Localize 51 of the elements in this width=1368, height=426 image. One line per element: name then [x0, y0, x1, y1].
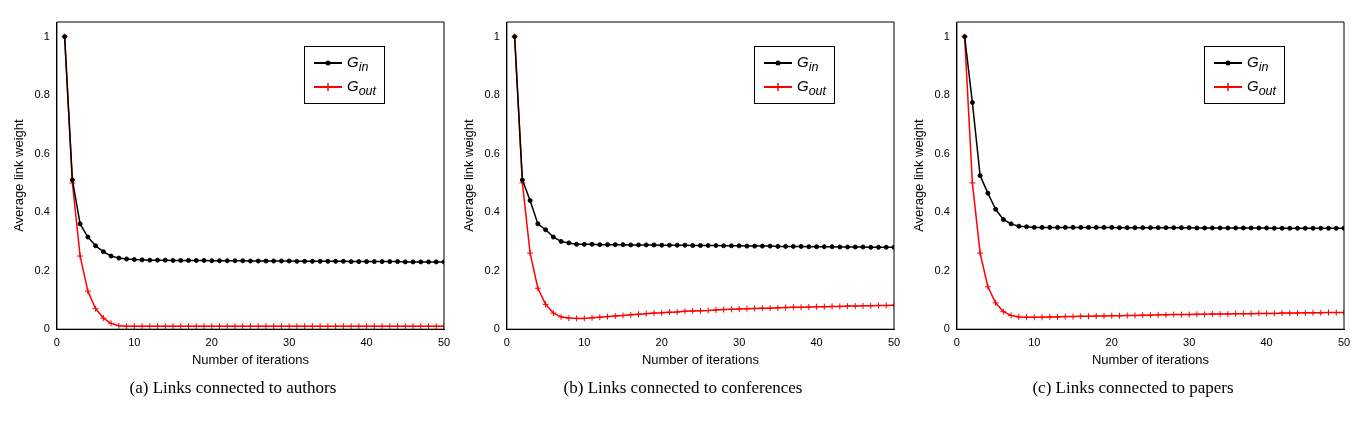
y-tick-label: 0.6: [484, 146, 500, 159]
legend-label: G$_{in}$: [797, 52, 819, 74]
y-tick-label: 0.4: [34, 205, 50, 218]
y-axis-title: Average link weight: [461, 118, 477, 232]
y-tick-label: 0.2: [34, 263, 50, 276]
x-tick-label: 40: [1260, 335, 1273, 348]
x-tick-label: 10: [128, 335, 141, 348]
x-axis-title: Number of iterations: [1091, 351, 1210, 367]
y-axis-title: Average link weight: [11, 118, 27, 232]
x-tick-label: 0: [503, 335, 510, 348]
legend-label: G$_{in}$: [347, 52, 369, 74]
y-tick-label: 0.8: [34, 88, 50, 101]
x-tick-label: 50: [1337, 335, 1351, 348]
y-axis-title: Average link weight: [911, 118, 927, 232]
y-tick-label: 1: [943, 29, 950, 42]
x-tick-label: 30: [283, 335, 296, 348]
x-tick-label: 20: [1105, 335, 1118, 348]
y-tick-label: 0: [493, 322, 500, 335]
legend-label: G$_{in}$: [1247, 52, 1269, 74]
x-tick-label: 50: [437, 335, 451, 348]
text: (a) Links connected to authors: [128, 378, 338, 398]
text: (b) Links connected to conferences: [562, 378, 804, 398]
x-tick-label: 30: [733, 335, 746, 348]
legend-label: G$_{out}$: [1247, 76, 1277, 98]
y-tick-label: 0.4: [934, 205, 950, 218]
y-tick-label: 0: [943, 322, 950, 335]
x-axis-title: Number of iterations: [191, 351, 310, 367]
y-tick-label: 0.2: [934, 263, 950, 276]
x-tick-label: 50: [887, 335, 901, 348]
y-tick-label: 0: [43, 322, 50, 335]
x-tick-label: 20: [205, 335, 218, 348]
legend-label: G$_{out}$: [347, 76, 377, 98]
y-tick-label: 0.8: [484, 88, 500, 101]
y-tick-label: 0.4: [484, 205, 500, 218]
x-tick-label: 40: [810, 335, 823, 348]
x-tick-label: 0: [53, 335, 60, 348]
x-tick-label: 40: [360, 335, 373, 348]
x-tick-label: 30: [1183, 335, 1196, 348]
y-tick-label: 0.8: [934, 88, 950, 101]
x-tick-label: 20: [655, 335, 668, 348]
y-tick-label: 1: [43, 29, 50, 42]
x-tick-label: 10: [578, 335, 591, 348]
x-tick-label: 0: [953, 335, 960, 348]
text: (c) Links connected to papers: [1031, 378, 1235, 398]
legend-label: G$_{out}$: [797, 76, 827, 98]
x-axis-title: Number of iterations: [641, 351, 760, 367]
y-tick-label: 1: [493, 29, 500, 42]
y-tick-label: 0.2: [484, 263, 500, 276]
y-tick-label: 0.6: [34, 146, 50, 159]
y-tick-label: 0.6: [934, 146, 950, 159]
x-tick-label: 10: [1028, 335, 1041, 348]
